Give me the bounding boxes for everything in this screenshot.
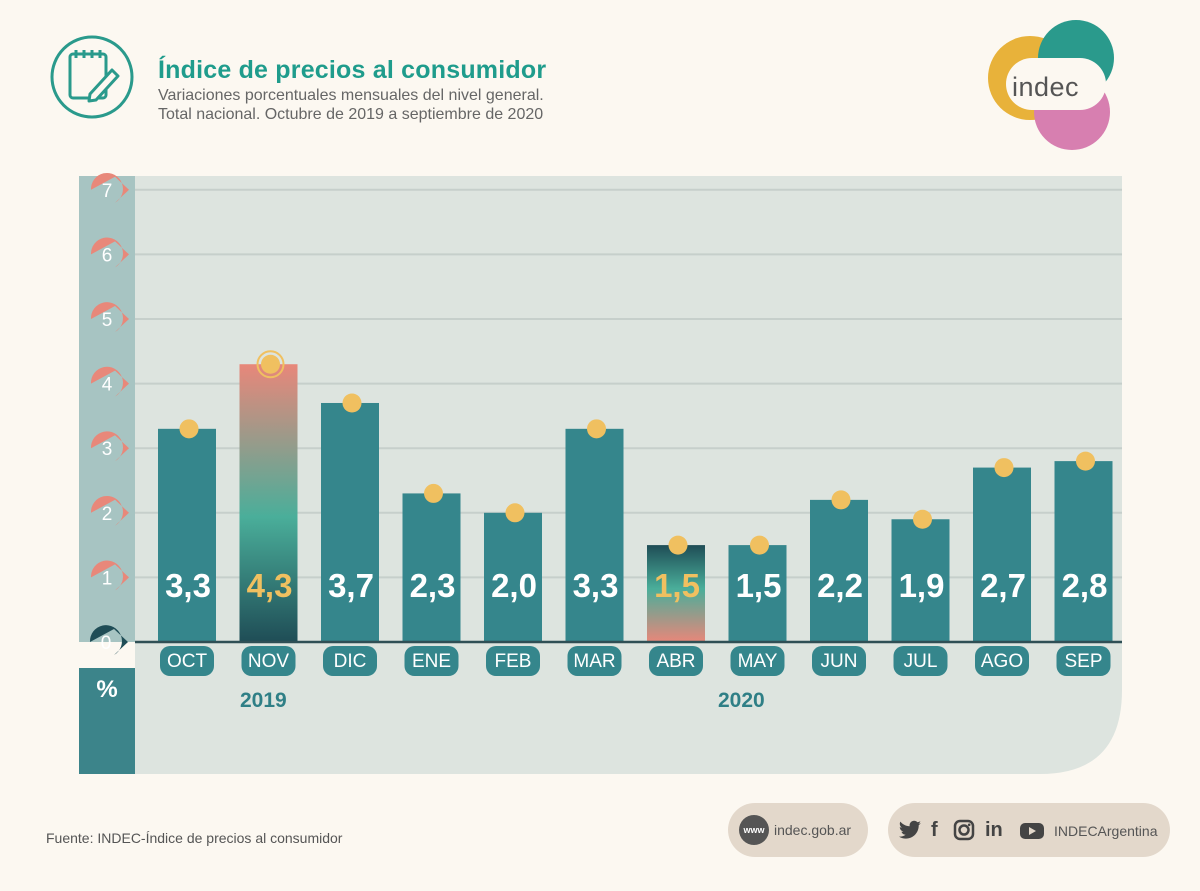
bar-dic: [321, 402, 379, 642]
plot-background: [135, 176, 1122, 774]
category-label: NOV: [248, 651, 290, 672]
value-label: 3,3: [165, 567, 211, 604]
category-tab: [404, 646, 459, 676]
y-tick-label: 6: [102, 245, 113, 266]
value-label: 2,3: [410, 567, 456, 604]
value-label: 4,3: [247, 567, 293, 604]
twitter-icon[interactable]: [898, 820, 922, 842]
category-label: ENE: [412, 651, 451, 672]
value-label: 1,9: [899, 567, 945, 604]
bar-feb: [484, 512, 542, 642]
value-marker: [913, 509, 932, 529]
y-tick-label: 2: [102, 504, 113, 525]
y-tick-marker: [90, 366, 129, 397]
logo-text: indec: [1012, 72, 1080, 102]
category-tab: [1056, 646, 1111, 676]
value-marker: [1076, 451, 1095, 471]
bar-mar: [565, 428, 624, 642]
y-tick-label: 3: [102, 439, 113, 460]
bar-jul: [891, 519, 950, 642]
y-tick-marker: [90, 237, 129, 268]
category-tab: [241, 646, 296, 676]
category-label: MAY: [738, 651, 778, 672]
instagram-icon[interactable]: [953, 819, 975, 841]
value-label: 2,8: [1062, 567, 1108, 604]
y-tick-marker: [90, 560, 129, 591]
value-marker: [179, 419, 199, 439]
y-tick-label: 7: [102, 181, 113, 202]
category-tab: [893, 646, 948, 676]
bar-may: [728, 545, 787, 642]
category-tab: [160, 646, 214, 676]
y-tick-label: 0: [101, 633, 112, 654]
value-label: 2,0: [491, 567, 537, 604]
year-label-2019: 2019: [240, 689, 287, 712]
value-marker: [994, 458, 1014, 478]
source-note: Fuente: INDEC-Índice de precios al consu…: [46, 830, 343, 846]
category-label: DIC: [334, 651, 367, 672]
year-label-2020: 2020: [718, 689, 765, 712]
axis-band-lower: [79, 668, 135, 774]
category-tab: [486, 646, 540, 676]
page-title: Índice de precios al consumidor: [158, 56, 547, 84]
bar-sep: [1054, 461, 1113, 642]
y-tick-marker: [89, 625, 128, 655]
subtitle-line-1: Variaciones porcentuales mensuales del n…: [158, 87, 544, 104]
value-marker: [587, 419, 606, 439]
value-marker: [424, 483, 443, 503]
y-tick-marker: [90, 431, 129, 462]
bar-abr: [647, 545, 705, 642]
category-label: ABR: [656, 651, 695, 672]
category-label: SEP: [1064, 651, 1102, 672]
bar-jun: [810, 499, 868, 642]
value-marker: [342, 393, 362, 413]
www-icon: www: [739, 815, 769, 845]
value-marker: [668, 535, 688, 555]
category-tab: [649, 646, 703, 676]
bar-ago: [973, 467, 1031, 642]
value-marker: [831, 490, 851, 510]
value-marker: [261, 354, 280, 374]
category-label: OCT: [167, 651, 208, 672]
category-tab: [730, 646, 785, 676]
y-tick-label: 1: [102, 568, 113, 589]
y-tick-marker: [90, 172, 129, 203]
category-tab: [567, 646, 622, 676]
bar-nov: [239, 364, 298, 642]
value-label: 2,2: [817, 567, 863, 604]
facebook-icon[interactable]: f: [931, 819, 938, 841]
notepad-pencil-icon: [50, 35, 134, 119]
indec-logo: [988, 20, 1114, 150]
category-tab: [975, 646, 1029, 676]
linkedin-icon[interactable]: in: [985, 819, 1003, 841]
y-tick-marker: [90, 495, 129, 526]
subtitle-line-2: Total nacional. Octubre de 2019 a septie…: [158, 106, 544, 123]
category-label: FEB: [495, 651, 532, 672]
value-label: 3,7: [328, 567, 374, 604]
highlight-ring: [256, 350, 285, 379]
youtube-icon[interactable]: [1019, 822, 1045, 840]
category-label: JUN: [821, 651, 858, 672]
bar-oct: [158, 428, 216, 642]
value-marker: [750, 535, 769, 555]
y-tick-label: 4: [102, 375, 113, 396]
value-label: 2,7: [980, 567, 1026, 604]
y-tick-label: 5: [102, 310, 113, 331]
value-marker: [505, 503, 525, 523]
y-tick-marker: [90, 302, 129, 332]
social-handle[interactable]: INDECArgentina: [1054, 823, 1158, 839]
category-label: MAR: [573, 651, 615, 672]
bar-ene: [402, 493, 461, 642]
category-label: AGO: [981, 651, 1023, 672]
website-link[interactable]: indec.gob.ar: [774, 822, 852, 838]
category-label: JUL: [904, 651, 938, 672]
category-tab: [812, 646, 866, 676]
page-subtitle: Variaciones porcentuales mensuales del n…: [158, 86, 544, 124]
value-label: 3,3: [573, 567, 619, 604]
category-tab: [323, 646, 377, 676]
unit-label: %: [96, 676, 118, 703]
value-label: 1,5: [654, 567, 700, 604]
value-label: 1,5: [736, 567, 782, 604]
